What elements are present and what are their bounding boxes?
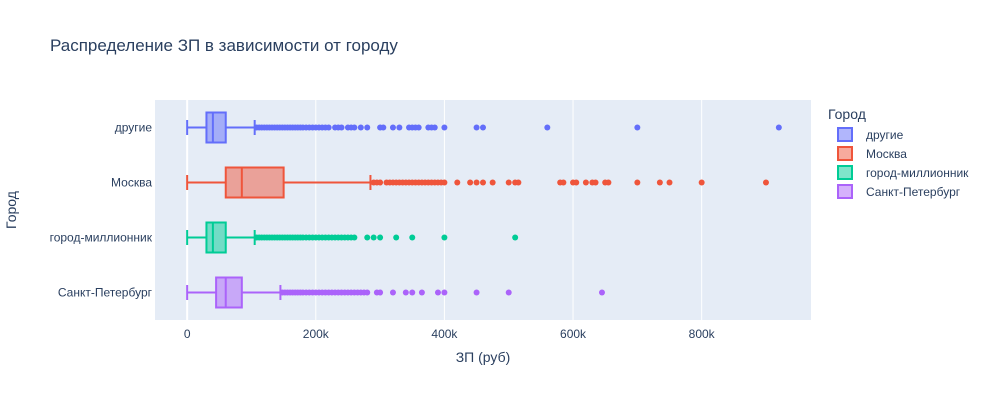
- outlier-point: [389, 124, 396, 131]
- box-iqr: [205, 221, 227, 254]
- legend-label: другие: [866, 128, 904, 142]
- y-tick-label: Санкт-Петербург: [58, 286, 153, 300]
- legend-label: Москва: [866, 147, 907, 161]
- outlier-point: [762, 179, 769, 186]
- gridlines: [186, 100, 703, 320]
- outlier-point: [505, 179, 512, 186]
- outlier-point: [480, 179, 486, 186]
- plot-area: [155, 100, 811, 320]
- outlier-point: [634, 124, 641, 131]
- y-tick-label: Москва: [111, 176, 152, 190]
- boxes: [186, 111, 782, 309]
- box-3: [186, 276, 605, 309]
- outlier-point: [338, 124, 345, 131]
- y-tick-label: другие: [115, 121, 153, 135]
- legend-title: Город: [828, 106, 866, 122]
- outlier-point: [473, 289, 480, 296]
- outlier-point: [409, 289, 416, 296]
- outlier-point: [351, 124, 358, 131]
- x-axis-label: ЗП (руб): [456, 349, 511, 365]
- outlier-point: [393, 234, 400, 241]
- outlier-point: [441, 289, 448, 296]
- box-0: [186, 111, 782, 144]
- outlier-point: [431, 124, 438, 131]
- outlier-point: [441, 234, 448, 241]
- outlier-point: [364, 289, 371, 296]
- outlier-point: [364, 124, 371, 131]
- outlier-point: [512, 234, 519, 241]
- outlier-point: [656, 179, 663, 186]
- outlier-point: [402, 289, 409, 296]
- legend-item-0: другие: [837, 127, 904, 142]
- outlier-point: [698, 179, 705, 186]
- outlier-point: [377, 289, 384, 296]
- outlier-point: [473, 179, 480, 186]
- outlier-point: [396, 124, 403, 131]
- outlier-point: [467, 179, 474, 186]
- box-2: [186, 221, 519, 254]
- x-axis-ticks: 0 200k 400k 600k 800k: [184, 327, 716, 341]
- x-tick-label: 0: [184, 327, 191, 341]
- outlier-point: [775, 124, 782, 131]
- outlier-point: [605, 179, 612, 186]
- outlier-point: [480, 124, 486, 131]
- outlier-point: [489, 179, 496, 186]
- outlier-point: [441, 179, 448, 186]
- outlier-point: [325, 124, 332, 131]
- legend-label: город-миллионник: [866, 166, 969, 180]
- outlier-point: [380, 124, 387, 131]
- legend-label: Санкт-Петербург: [866, 185, 961, 199]
- outlier-point: [505, 289, 512, 296]
- x-tick-label: 600k: [560, 327, 587, 341]
- outlier-point: [389, 289, 396, 296]
- x-tick-label: 800k: [689, 327, 716, 341]
- outlier-point: [409, 234, 416, 241]
- outlier-point: [592, 179, 599, 186]
- outlier-point: [582, 179, 589, 186]
- x-tick-label: 400k: [431, 327, 458, 341]
- box-iqr: [224, 166, 285, 199]
- outlier-point: [666, 179, 673, 186]
- y-axis-label: Город: [3, 191, 19, 229]
- legend-item-3: Санкт-Петербург: [837, 184, 961, 199]
- outlier-point: [634, 179, 641, 186]
- legend-item-1: Москва: [837, 146, 907, 161]
- chart-title: Распределение ЗП в зависимости от городу: [50, 36, 398, 55]
- y-axis-ticks: другие Москва город-миллионник Санкт-Петерб…: [50, 121, 153, 300]
- box-iqr: [205, 111, 227, 144]
- outlier-point: [515, 179, 522, 186]
- outlier-point: [573, 179, 580, 186]
- y-tick-label: город-миллионник: [50, 231, 153, 245]
- outlier-point: [415, 124, 422, 131]
- outlier-point: [377, 179, 384, 186]
- outlier-point: [454, 179, 461, 186]
- outlier-point: [357, 124, 364, 131]
- outlier-point: [598, 289, 605, 296]
- legend-swatch: [837, 146, 853, 161]
- outlier-point: [364, 234, 371, 241]
- outlier-point: [370, 234, 377, 241]
- legend-swatch: [837, 184, 853, 199]
- legend: Город другие Москва город-миллионник Санкт-…: [828, 106, 969, 199]
- outlier-point: [434, 289, 441, 296]
- outlier-point: [441, 124, 448, 131]
- outlier-point: [377, 234, 384, 241]
- box-iqr: [215, 276, 243, 309]
- legend-swatch: [837, 165, 853, 180]
- outlier-point: [351, 234, 358, 241]
- legend-swatch: [837, 127, 853, 142]
- outlier-point: [560, 179, 567, 186]
- outlier-point: [544, 124, 551, 131]
- x-tick-label: 200k: [303, 327, 330, 341]
- legend-item-2: город-миллионник: [837, 165, 969, 180]
- box-1: [186, 166, 769, 199]
- outlier-point: [418, 289, 425, 296]
- outlier-point: [473, 124, 480, 131]
